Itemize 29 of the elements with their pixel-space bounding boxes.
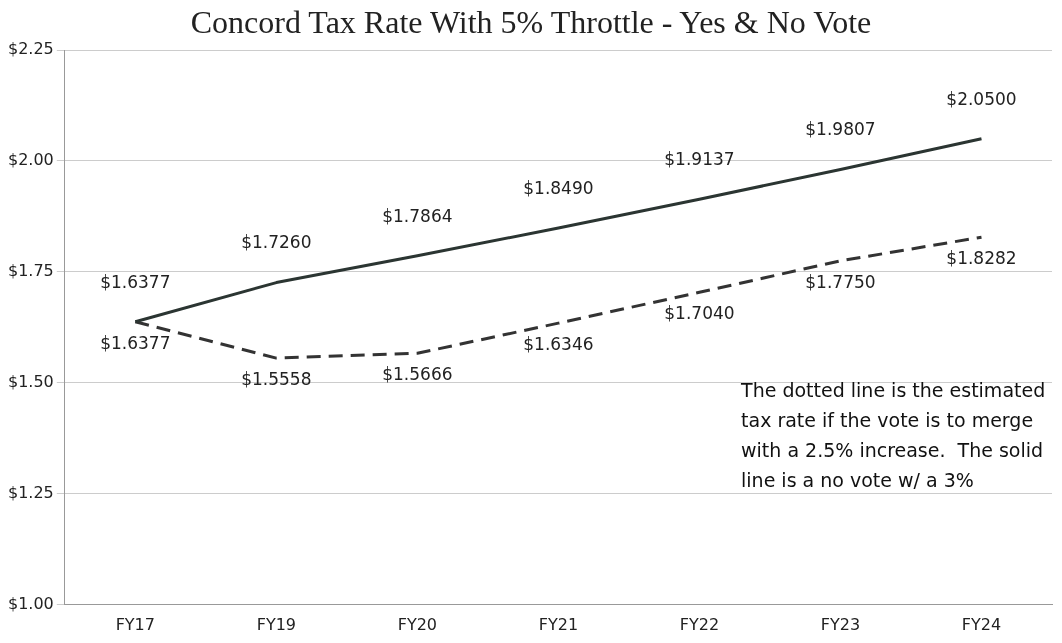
- y-tick-label: $2.00: [7, 150, 54, 170]
- x-tick-label: FY24: [961, 614, 1002, 634]
- data-label: $1.8490: [523, 177, 594, 198]
- data-label: $1.5558: [241, 369, 312, 390]
- data-label: $1.7750: [805, 271, 876, 292]
- chart-title: Concord Tax Rate With 5% Throttle - Yes & No Vote: [189, 4, 873, 41]
- y-tick-label: $1.50: [7, 372, 54, 392]
- x-tick-label: FY20: [397, 614, 438, 634]
- data-label: $1.6377: [100, 332, 171, 353]
- data-label: $1.8282: [946, 248, 1017, 269]
- data-label: $1.7040: [664, 303, 735, 324]
- data-label: $1.5666: [382, 364, 453, 385]
- annotation: The dotted line is the estimated tax rate if the vote is to merge with a 2.5% increase. The solid line is a no vote w/ a 3%: [740, 379, 1046, 492]
- x-tick-label: FY21: [538, 614, 579, 634]
- data-label: $1.7864: [382, 205, 453, 226]
- x-tick-label: FY17: [115, 614, 155, 634]
- y-tick-label: $1.25: [7, 483, 54, 502]
- x-tick-label: FY23: [820, 614, 861, 634]
- y-tick-label: $2.25: [7, 39, 54, 59]
- data-label: $2.0500: [946, 88, 1017, 109]
- x-tick-label: FY22: [679, 614, 720, 634]
- data-label: $1.9807: [805, 119, 876, 140]
- y-tick-label: $1.00: [7, 593, 54, 613]
- y-tick-label: $1.75: [7, 261, 54, 281]
- data-label: $1.9137: [664, 149, 735, 170]
- data-label: $1.6346: [523, 334, 594, 355]
- data-label: $1.7260: [241, 232, 312, 253]
- x-tick-label: FY19: [256, 614, 297, 634]
- data-label: $1.6377: [100, 271, 171, 292]
